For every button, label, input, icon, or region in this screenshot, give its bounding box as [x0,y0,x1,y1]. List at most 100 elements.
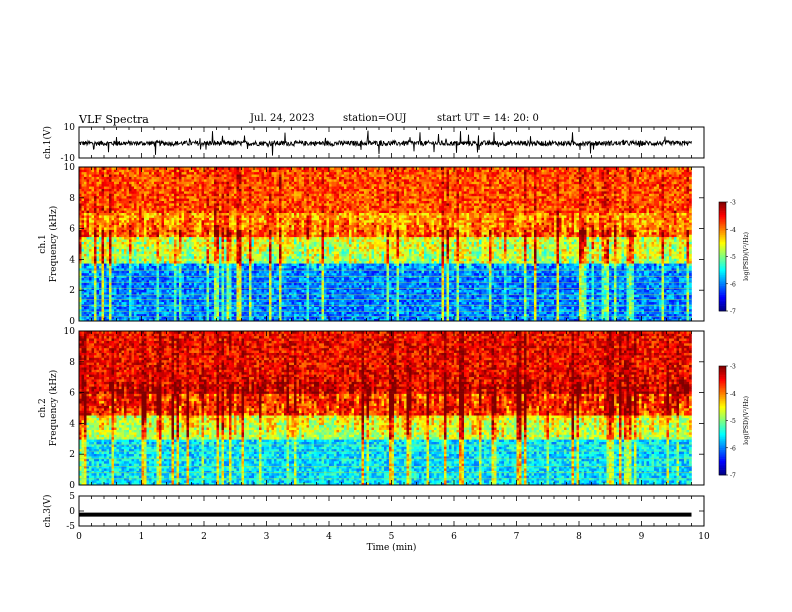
colorbar-swatch [719,407,726,410]
colorbar-swatch [719,252,726,255]
colorbar-swatch [719,283,726,286]
x-tick-label: 2 [201,532,207,542]
x-tick-label: 8 [576,532,582,542]
colorbar-swatch [719,418,726,421]
colorbar-swatch [719,281,726,285]
colorbar-swatch [719,444,726,447]
colorbar-swatch [719,375,726,378]
colorbar-swatch [719,382,726,385]
colorbar-swatch [719,240,726,243]
colorbar-swatch [719,456,726,459]
y-tick-label: 0 [69,317,75,327]
colorbar-swatch [719,274,726,277]
colorbar-swatch [719,294,726,297]
y-axis-label-line: ch.3(V) [42,495,53,528]
y-tick-label: 10 [64,327,76,337]
y-tick-label: 0 [69,507,75,517]
colorbar-swatch [719,271,726,274]
y-axis-label-2: ch.1 Frequency (kHz) [38,206,59,283]
start-time-label: start UT = 14: 20: 0 [437,113,539,124]
y-axis-label-line: ch.2 [38,398,48,417]
colorbar-swatch [719,409,726,412]
y-axis-label-4: ch.3(V) [42,495,53,528]
x-tick-label: 7 [514,532,520,542]
colorbar-2 [718,201,728,312]
x-tick-label: 6 [451,532,457,542]
colorbar-swatch [719,287,726,290]
colorbar-swatch [719,413,726,416]
colorbar-swatch [719,389,726,392]
x-tick-label: 4 [326,532,332,542]
y-tick-label: 2 [69,450,75,460]
y-tick-label: -5 [66,522,75,532]
colorbar-swatch [719,245,726,248]
colorbar-swatch [719,256,726,259]
colorbar-swatch [719,380,726,383]
colorbar-swatch [719,469,726,472]
colorbar-swatch [719,398,726,401]
spectrogram-2 [79,167,692,322]
colorbar-tick-label: -4 [730,227,736,234]
colorbar-swatch [719,300,726,303]
colorbar-swatch [719,405,726,409]
colorbar-swatch [719,223,726,226]
colorbar-swatch [719,280,726,283]
colorbar-swatch [719,212,726,216]
colorbar-swatch [719,369,726,372]
colorbar-swatch [719,433,726,436]
colorbar-swatch [719,301,726,305]
colorbar-tick-label: -5 [730,254,736,261]
colorbar-tick-label: -5 [730,418,736,425]
colorbar-swatch [719,267,726,270]
colorbar-swatch [719,247,726,250]
colorbar-swatch [719,415,726,418]
colorbar-swatch [719,420,726,423]
x-tick-label: 10 [698,532,710,542]
colorbar-tick-label: -6 [730,445,736,452]
colorbar-swatch [719,227,726,230]
colorbar-swatch [719,447,726,450]
y-tick-label: 4 [69,419,75,429]
y-tick-label: 6 [69,389,75,399]
colorbar-tick-label: -7 [730,309,736,316]
colorbar-swatch [719,265,726,268]
colorbar-swatch [719,378,726,381]
station-label: station=OUJ [343,113,407,124]
colorbar-swatch [719,269,726,272]
colorbar-swatch [719,402,726,405]
colorbar-label: log(PSD)(V²/Hz) [743,232,750,281]
colorbar-swatch [719,229,726,232]
x-tick-label: 9 [639,532,645,542]
y-tick-label: 8 [69,358,75,368]
colorbar-3 [718,365,728,476]
y-axis-label-3: ch.2 Frequency (kHz) [38,370,59,447]
colorbar-swatch [719,249,726,252]
colorbar-swatch [719,422,726,425]
colorbar-tick-label: -3 [730,364,736,371]
colorbar-swatch [719,278,726,281]
colorbar-swatch [719,473,726,476]
colorbar-swatch [719,202,726,205]
y-tick-label: 10 [64,163,76,173]
colorbar-swatch [719,238,726,241]
colorbar-swatch [719,436,726,439]
y-tick-label: 10 [64,123,76,133]
colorbar-swatch [719,205,726,208]
colorbar-swatch [719,424,726,427]
colorbar-tick-label: -7 [730,473,736,480]
colorbar-swatch [719,296,726,299]
colorbar-swatch [719,440,726,443]
colorbar-swatch [719,449,726,452]
colorbar-swatch [719,464,726,467]
colorbar-swatch [719,292,726,295]
colorbar-swatch [719,251,726,254]
y-axis-label-line: Frequency (kHz) [48,206,59,283]
colorbar-tick-label: -4 [730,391,736,398]
x-tick-label: 5 [389,532,395,542]
colorbar-swatch [719,209,726,212]
colorbar-swatch [719,234,726,237]
colorbar-swatch [719,442,726,445]
colorbar-tick-label: -6 [730,281,736,288]
colorbar-swatch [719,404,726,407]
